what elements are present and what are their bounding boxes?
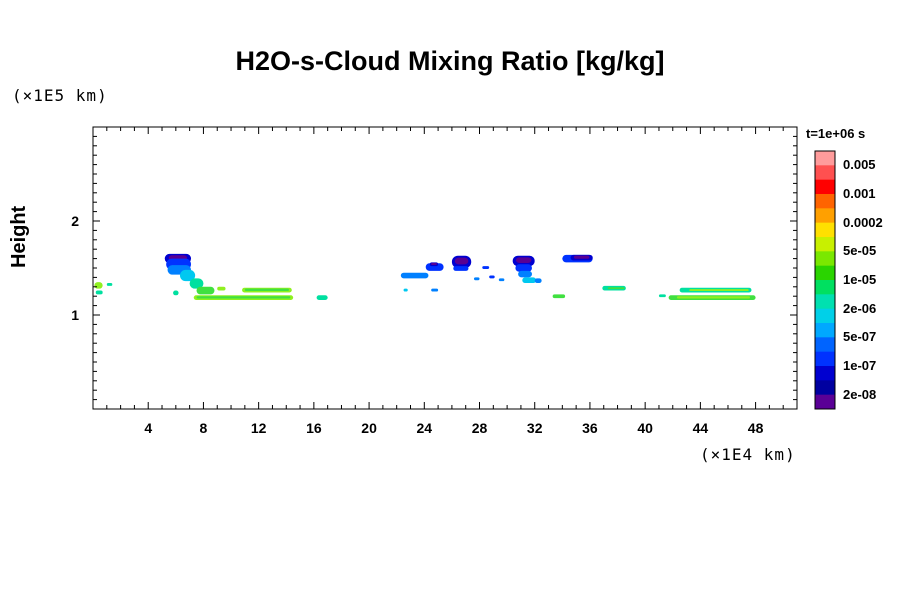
x-tick-label: 12 (251, 420, 267, 436)
legend-label: 2e-06 (843, 300, 877, 316)
cloud-cell (473, 277, 480, 281)
cloud-core (454, 257, 469, 265)
cloud-core (431, 262, 437, 265)
cloud-cell (196, 286, 215, 295)
cloud-cell (534, 278, 542, 284)
colorbar-swatch (815, 251, 835, 267)
x-axis-scale: (×1E4 km) (700, 445, 796, 464)
x-tick-label: 32 (527, 420, 543, 436)
cloud-cell (196, 296, 291, 299)
x-tick-label: 44 (693, 420, 709, 436)
cloud-cell (106, 283, 113, 286)
x-tick-label: 20 (361, 420, 377, 436)
x-tick-label: 16 (306, 420, 322, 436)
x-tick-label: 28 (472, 420, 488, 436)
cloud-cell (689, 289, 749, 292)
x-tick-label: 40 (637, 420, 653, 436)
x-tick-label: 8 (200, 420, 208, 436)
colorbar-swatch (815, 323, 835, 338)
cloud-cell (173, 290, 179, 296)
y-tick-label: 2 (71, 213, 79, 229)
legend-label: 0.0002 (843, 214, 883, 230)
colorbar-swatch (815, 165, 835, 181)
colorbar-swatch (815, 294, 835, 310)
cloud-field (94, 253, 756, 300)
cloud-cell (189, 278, 204, 289)
cloud-cell (489, 275, 495, 279)
time-label: t=1e+06 s (806, 126, 866, 141)
cloud-cell (453, 266, 469, 271)
cloud-cell (431, 288, 439, 292)
colorbar-swatch (815, 179, 835, 195)
x-tick-label: 48 (748, 420, 764, 436)
cloud-cell (244, 288, 290, 292)
colorbar-swatch (815, 265, 835, 281)
cloud-cell (676, 296, 751, 299)
legend-label: 5e-07 (843, 329, 877, 345)
colorbar-swatch (815, 222, 835, 238)
colorbar-swatch (815, 337, 835, 353)
cloud-cell (482, 266, 490, 269)
cloud-cell (518, 270, 532, 278)
cloud-cell (515, 264, 532, 272)
colorbar-swatch (815, 208, 835, 224)
colorbar-swatch (815, 194, 835, 209)
colorbar-swatch (815, 280, 835, 295)
cloud-core (573, 255, 590, 259)
cloud-cell (316, 295, 328, 300)
cloud-cell (403, 288, 408, 292)
cloud-cell (94, 282, 103, 289)
colorbar-swatch (815, 151, 835, 166)
cloud-cell (498, 278, 505, 282)
colorbar-frame (814, 150, 836, 410)
plot-frame (92, 126, 798, 410)
colorbar-swatch (815, 366, 835, 381)
x-tick-label: 36 (582, 420, 598, 436)
cloud-cell (217, 286, 226, 291)
cloud-core (515, 257, 532, 264)
colorbar-swatch (815, 380, 835, 396)
legend-label: 0.005 (843, 157, 876, 173)
cloud-cell (400, 272, 429, 279)
legend-label: 2e-08 (843, 386, 877, 402)
legend-label: 1e-05 (843, 272, 877, 287)
cloud-cell (522, 277, 537, 284)
cloud-cell (179, 269, 196, 282)
cloud-cell (607, 287, 625, 290)
cloud-cell (95, 290, 103, 295)
colorbar (814, 150, 836, 410)
y-tick-label: 1 (71, 307, 79, 323)
chart-title: H2O-s-Cloud Mixing Ratio [kg/kg] (235, 46, 665, 76)
colorbar-swatch (815, 394, 835, 410)
y-axis-scale: (×1E5 km) (12, 86, 108, 105)
cloud-cell (658, 294, 666, 298)
legend-label: 1e-07 (843, 358, 877, 373)
legend-label: 5e-05 (843, 243, 877, 259)
x-tick-label: 4 (144, 420, 152, 436)
x-tick-label: 24 (417, 420, 433, 436)
legend-label: 0.001 (843, 186, 876, 201)
cloud-cell (552, 294, 566, 299)
colorbar-swatch (815, 308, 835, 324)
colorbar-swatch (815, 351, 835, 367)
colorbar-swatch (815, 237, 835, 252)
